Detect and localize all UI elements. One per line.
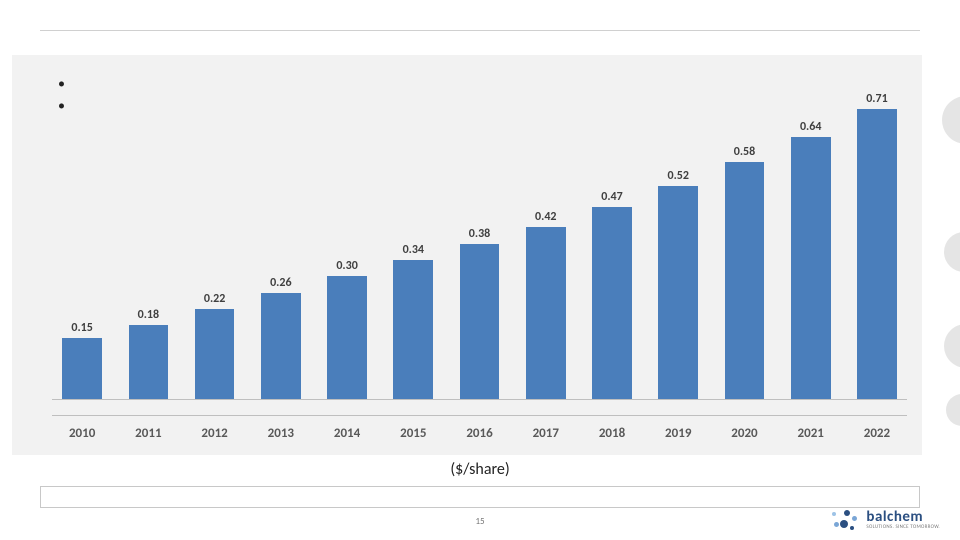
bar-value-label: 0.30 — [336, 259, 357, 273]
bar — [658, 186, 698, 399]
x-axis-tick-label: 2011 — [122, 416, 174, 441]
caption-box — [40, 486, 920, 508]
x-axis-tick-label: 2022 — [851, 416, 903, 441]
bar-series: 0.15 0.18 0.22 0.26 0.30 0.34 0.38 0.42 0.47 0.52… — [52, 80, 907, 399]
bar-value-label: 0.18 — [138, 308, 159, 322]
x-axis-title: ($/share) — [0, 460, 960, 479]
bar — [526, 227, 566, 399]
bar-slot: 0.15 — [56, 80, 108, 399]
bar — [393, 260, 433, 399]
bar-value-label: 0.52 — [668, 169, 689, 183]
x-axis-tick-label: 2013 — [255, 416, 307, 441]
bar-value-label: 0.34 — [403, 243, 424, 257]
bar-value-label: 0.22 — [204, 292, 225, 306]
bar-value-label: 0.26 — [270, 276, 291, 290]
bar-slot: 0.34 — [387, 80, 439, 399]
bar-slot: 0.47 — [586, 80, 638, 399]
bar-value-label: 0.38 — [469, 227, 490, 241]
bar-slot: 0.22 — [188, 80, 240, 399]
footer-logo: balchem SOLUTIONS. SINCE TOMORROW. — [830, 506, 940, 534]
x-axis-tick-label: 2010 — [56, 416, 108, 441]
divider-top — [40, 30, 920, 31]
bar — [195, 309, 235, 399]
bar-slot: 0.38 — [453, 80, 505, 399]
x-axis-tick-label: 2019 — [652, 416, 704, 441]
bar — [857, 109, 897, 399]
bar-slot: 0.18 — [122, 80, 174, 399]
bar — [725, 162, 765, 399]
bar-slot: 0.42 — [520, 80, 572, 399]
chart-card: • • 0.150.180.220.260.300.340.380.420.47… — [12, 55, 922, 455]
decorative-bubble — [944, 324, 960, 368]
bar-slot: 0.26 — [255, 80, 307, 399]
bar-value-label: 0.71 — [866, 92, 887, 106]
x-axis-tick-label: 2012 — [188, 416, 240, 441]
chart-plot-area: 0.15 0.18 0.22 0.26 0.30 0.34 0.38 0.42 0.47 0.52… — [52, 80, 907, 400]
x-axis-tick-label: 2021 — [785, 416, 837, 441]
x-axis-tick-label: 2020 — [718, 416, 770, 441]
decorative-bubble — [946, 394, 960, 426]
logo-mark-icon — [830, 506, 858, 534]
logo-name: balchem — [866, 510, 940, 525]
x-axis-tick-label: 2014 — [321, 416, 373, 441]
logo-tagline: SOLUTIONS. SINCE TOMORROW. — [866, 525, 940, 530]
x-axis-tick-label: 2017 — [520, 416, 572, 441]
bar — [791, 137, 831, 399]
bar-slot: 0.64 — [785, 80, 837, 399]
bar-slot: 0.30 — [321, 80, 373, 399]
bar-slot: 0.52 — [652, 80, 704, 399]
x-axis-labels: 2010 2011 2012 2013 2014 2015 2016 2017 2018 2019… — [52, 415, 907, 441]
bar-value-label: 0.47 — [601, 190, 622, 204]
bar-value-label: 0.58 — [734, 145, 755, 159]
bar — [327, 276, 367, 399]
bar — [129, 325, 169, 399]
bar — [62, 338, 102, 399]
bar-slot: 0.58 — [718, 80, 770, 399]
x-axis-tick-label: 2018 — [586, 416, 638, 441]
bar-value-label: 0.42 — [535, 210, 556, 224]
bar — [592, 207, 632, 399]
page-number: 15 — [0, 516, 960, 527]
decorative-bubble — [944, 232, 960, 272]
bar-value-label: 0.15 — [71, 321, 92, 335]
x-axis-tick-label: 2016 — [453, 416, 505, 441]
bar-value-label: 0.64 — [800, 120, 821, 134]
x-axis-tick-label: 2015 — [387, 416, 439, 441]
decorative-bubble — [942, 96, 960, 144]
bar — [460, 244, 500, 399]
bar — [261, 293, 301, 399]
bar-slot: 0.71 — [851, 80, 903, 399]
